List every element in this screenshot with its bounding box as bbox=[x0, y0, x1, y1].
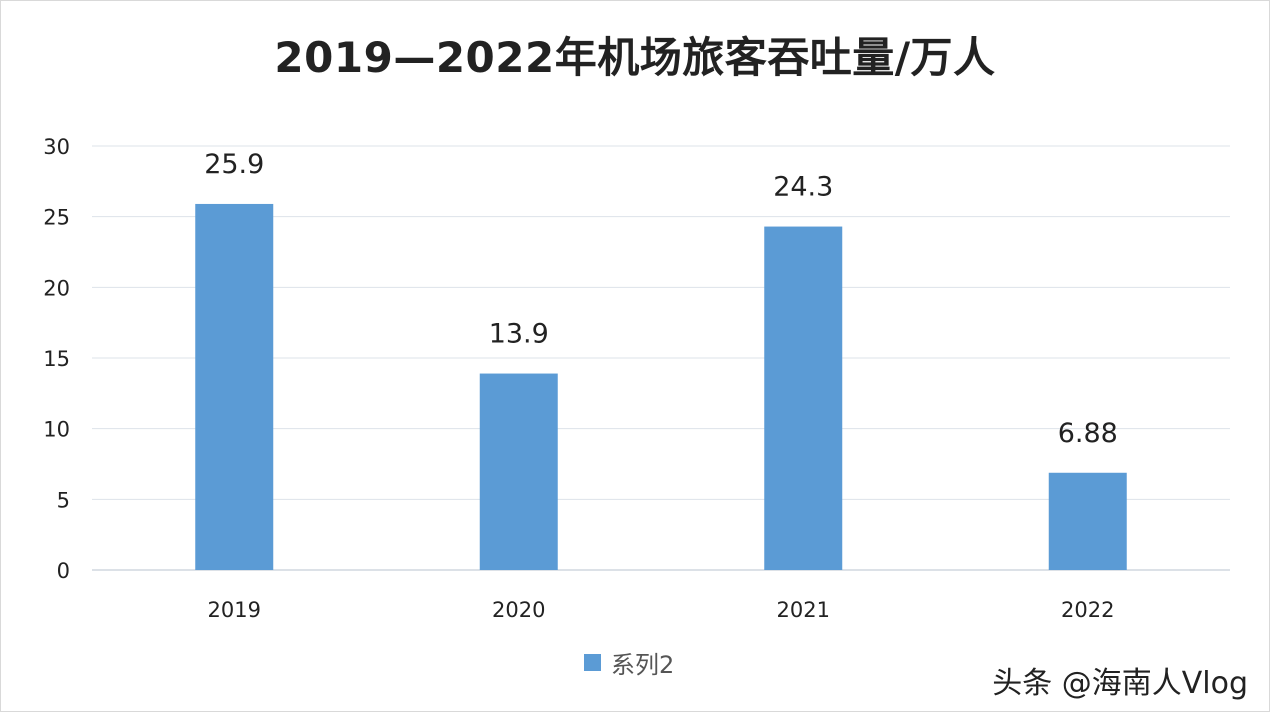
bar-2020 bbox=[479, 373, 558, 570]
chart-title: 2019—2022年机场旅客吞吐量/万人 bbox=[274, 33, 996, 82]
data-label-2019: 25.9 bbox=[204, 149, 264, 180]
x-tick-label: 2020 bbox=[492, 598, 545, 622]
watermark: 头条 @海南人Vlog bbox=[992, 666, 1248, 701]
data-label-2021: 24.3 bbox=[773, 172, 833, 203]
bar-2019 bbox=[195, 203, 274, 571]
y-tick-label: 25 bbox=[43, 206, 70, 230]
data-label-2022: 6.88 bbox=[1058, 418, 1118, 449]
x-tick-label: 2021 bbox=[777, 598, 830, 622]
data-label-2020: 13.9 bbox=[489, 319, 549, 350]
y-tick-label: 0 bbox=[57, 559, 70, 583]
y-tick-label: 15 bbox=[43, 347, 70, 371]
y-tick-label: 5 bbox=[57, 488, 70, 512]
legend-label: 系列2 bbox=[611, 650, 675, 679]
y-tick-label: 30 bbox=[43, 135, 70, 159]
legend: 系列2 bbox=[584, 645, 674, 679]
y-tick-label: 10 bbox=[43, 418, 70, 442]
bar-2022 bbox=[1048, 472, 1127, 570]
y-tick-label: 20 bbox=[43, 276, 70, 300]
legend-swatch bbox=[584, 653, 601, 671]
x-tick-label: 2019 bbox=[208, 598, 261, 622]
x-tick-label: 2022 bbox=[1061, 598, 1114, 622]
bar-2021 bbox=[764, 226, 843, 570]
